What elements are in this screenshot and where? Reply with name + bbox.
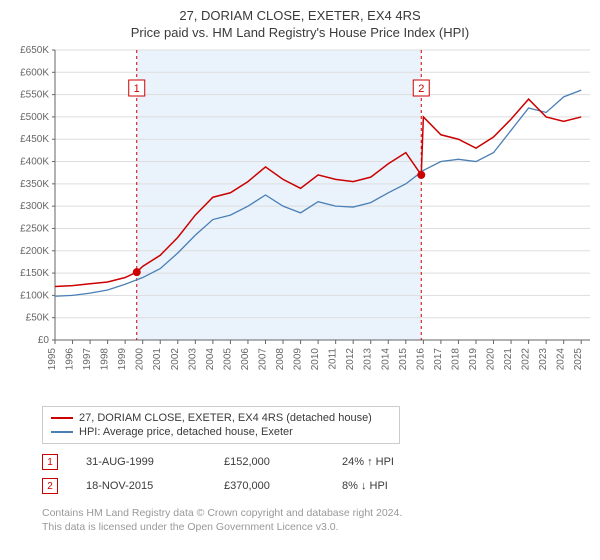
svg-text:2002: 2002 (170, 348, 181, 371)
footnote-line2: This data is licensed under the Open Gov… (42, 520, 570, 534)
svg-text:1: 1 (134, 83, 140, 95)
svg-text:2006: 2006 (240, 348, 251, 371)
sale-marker-box: 2 (42, 478, 58, 494)
svg-text:2001: 2001 (152, 348, 163, 371)
legend: 27, DORIAM CLOSE, EXETER, EX4 4RS (detac… (42, 406, 400, 444)
svg-text:1996: 1996 (65, 348, 76, 371)
svg-text:£500K: £500K (20, 112, 49, 123)
legend-label-blue: HPI: Average price, detached house, Exet… (79, 426, 293, 438)
svg-text:2008: 2008 (275, 348, 286, 371)
sale-delta: 24% ↑ HPI (342, 456, 394, 468)
svg-text:£450K: £450K (20, 134, 49, 145)
chart-container: 27, DORIAM CLOSE, EXETER, EX4 4RS Price … (0, 0, 600, 534)
svg-text:1998: 1998 (100, 348, 111, 371)
sales-row: 2 18-NOV-2015 £370,000 8% ↓ HPI (42, 474, 570, 498)
svg-text:£50K: £50K (26, 313, 50, 324)
svg-text:£400K: £400K (20, 157, 49, 168)
chart-titles: 27, DORIAM CLOSE, EXETER, EX4 4RS Price … (0, 0, 600, 40)
svg-text:£600K: £600K (20, 67, 49, 78)
legend-row-red: 27, DORIAM CLOSE, EXETER, EX4 4RS (detac… (51, 411, 391, 425)
svg-text:2019: 2019 (468, 348, 479, 371)
svg-text:2024: 2024 (556, 348, 567, 371)
svg-text:2022: 2022 (521, 348, 532, 371)
footnote-line1: Contains HM Land Registry data © Crown c… (42, 506, 570, 520)
legend-swatch-red (51, 417, 73, 419)
svg-text:£300K: £300K (20, 201, 49, 212)
svg-text:2025: 2025 (573, 348, 584, 371)
sale-date: 31-AUG-1999 (86, 456, 196, 468)
svg-text:1995: 1995 (47, 348, 58, 371)
svg-text:2012: 2012 (345, 348, 356, 371)
svg-text:2014: 2014 (380, 348, 391, 371)
svg-text:2013: 2013 (363, 348, 374, 371)
svg-text:2018: 2018 (450, 348, 461, 371)
svg-text:£100K: £100K (20, 290, 49, 301)
svg-text:£0: £0 (38, 335, 50, 346)
footnote: Contains HM Land Registry data © Crown c… (42, 506, 570, 534)
legend-swatch-blue (51, 431, 73, 433)
svg-text:2023: 2023 (538, 348, 549, 371)
svg-text:2021: 2021 (503, 348, 514, 371)
svg-text:2015: 2015 (398, 348, 409, 371)
svg-text:2: 2 (418, 83, 424, 95)
svg-text:2020: 2020 (486, 348, 497, 371)
svg-text:£200K: £200K (20, 246, 49, 257)
sales-table: 1 31-AUG-1999 £152,000 24% ↑ HPI 2 18-NOV-201… (42, 450, 570, 498)
chart-title-address: 27, DORIAM CLOSE, EXETER, EX4 4RS (0, 8, 600, 23)
svg-text:£150K: £150K (20, 268, 49, 279)
legend-row-blue: HPI: Average price, detached house, Exet… (51, 425, 391, 439)
svg-text:2000: 2000 (135, 348, 146, 371)
svg-text:2004: 2004 (205, 348, 216, 371)
svg-text:£650K: £650K (20, 45, 49, 56)
svg-text:1999: 1999 (117, 348, 128, 371)
chart-title-sub: Price paid vs. HM Land Registry's House … (0, 25, 600, 40)
sale-marker-box: 1 (42, 454, 58, 470)
sale-price: £152,000 (224, 456, 314, 468)
svg-text:£350K: £350K (20, 179, 49, 190)
price-chart: £0 £50K £100K £150K £200K £250K £300K £350K £400… (0, 40, 600, 400)
svg-text:2016: 2016 (415, 348, 426, 371)
sale-delta: 8% ↓ HPI (342, 480, 388, 492)
svg-text:2011: 2011 (328, 348, 339, 370)
svg-text:2010: 2010 (310, 348, 321, 371)
svg-text:2007: 2007 (257, 348, 268, 371)
sale-date: 18-NOV-2015 (86, 480, 196, 492)
svg-text:2005: 2005 (222, 348, 233, 371)
legend-label-red: 27, DORIAM CLOSE, EXETER, EX4 4RS (detac… (79, 412, 372, 424)
svg-text:£250K: £250K (20, 223, 49, 234)
sale-price: £370,000 (224, 480, 314, 492)
sales-row: 1 31-AUG-1999 £152,000 24% ↑ HPI (42, 450, 570, 474)
svg-text:2009: 2009 (293, 348, 304, 371)
svg-text:£550K: £550K (20, 90, 49, 101)
svg-text:2017: 2017 (433, 348, 444, 371)
svg-text:1997: 1997 (82, 348, 93, 371)
svg-text:2003: 2003 (187, 348, 198, 371)
